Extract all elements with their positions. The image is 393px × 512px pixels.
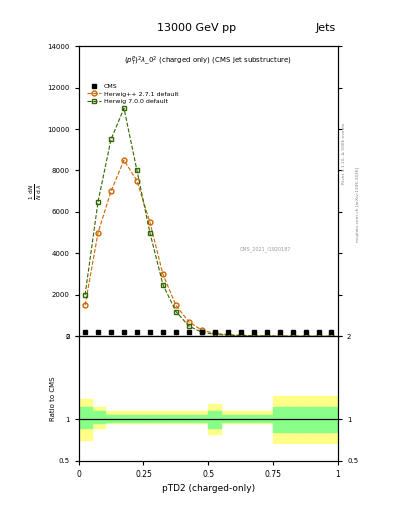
- Y-axis label: Ratio to CMS: Ratio to CMS: [50, 376, 56, 421]
- Text: $(p_T^P)^2\lambda\_0^2$ (charged only) (CMS jet substructure): $(p_T^P)^2\lambda\_0^2$ (charged only) (…: [124, 55, 292, 68]
- X-axis label: pTD2 (charged-only): pTD2 (charged-only): [162, 484, 255, 494]
- Text: CMS_2021_I1920187: CMS_2021_I1920187: [239, 246, 291, 252]
- Text: 13000 GeV pp: 13000 GeV pp: [157, 23, 236, 33]
- Text: Rivet 3.1.10, ≥ 500k events: Rivet 3.1.10, ≥ 500k events: [342, 123, 346, 184]
- Y-axis label: $\frac{1}{N}\,\frac{\mathrm{d}N}{\mathrm{d}\,\lambda}$: $\frac{1}{N}\,\frac{\mathrm{d}N}{\mathrm…: [28, 183, 44, 200]
- Text: Jets: Jets: [316, 23, 336, 33]
- Legend: CMS, Herwig++ 2.7.1 default, Herwig 7.0.0 default: CMS, Herwig++ 2.7.1 default, Herwig 7.0.…: [87, 84, 178, 104]
- Text: mcplots.cern.ch [arXiv:1306.3436]: mcplots.cern.ch [arXiv:1306.3436]: [356, 167, 360, 242]
